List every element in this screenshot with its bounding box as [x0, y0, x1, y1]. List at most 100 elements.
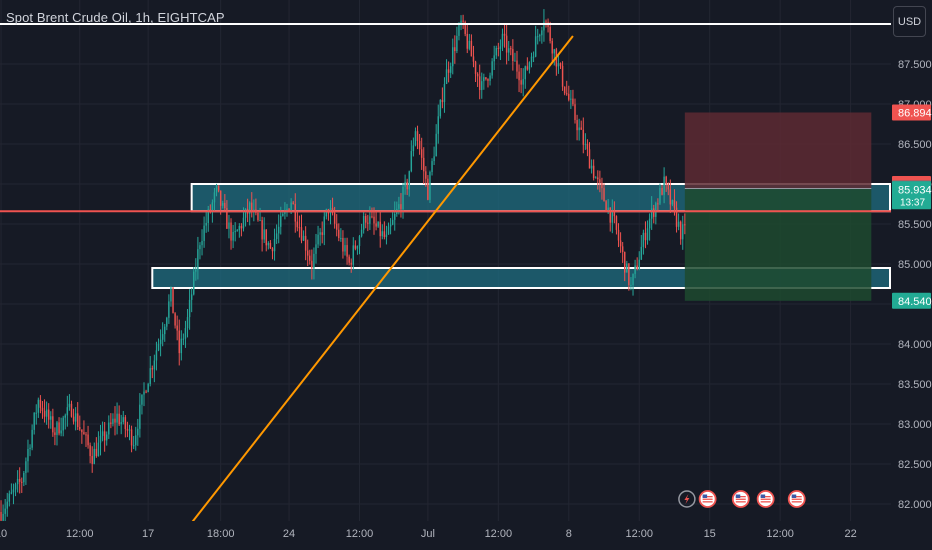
last-price-label: 85.934	[898, 184, 932, 196]
candle-body	[199, 245, 201, 250]
candle-body	[592, 165, 595, 179]
candle-body	[557, 63, 560, 67]
candle-body	[157, 343, 160, 351]
candle-body	[39, 399, 42, 408]
candle-body	[483, 77, 485, 82]
candle-body	[70, 403, 73, 417]
candle-body	[638, 259, 640, 270]
us-flag-icon[interactable]	[787, 490, 806, 508]
time-tick-label: 12:00	[66, 528, 94, 540]
candle-body	[319, 232, 321, 235]
candle-body	[114, 418, 116, 423]
target-label: 84.540	[898, 296, 932, 308]
stop-label: 86.894	[898, 107, 932, 119]
candle-body	[79, 427, 81, 430]
candle-body	[659, 188, 661, 204]
candle-body	[16, 478, 19, 485]
flag-stripe	[702, 501, 713, 503]
candle-body	[385, 234, 388, 237]
candle-body	[95, 448, 98, 457]
candle-body	[105, 434, 108, 441]
candle-body	[52, 416, 54, 433]
candle-body	[147, 383, 149, 393]
candle-body	[141, 394, 143, 405]
candle-body	[549, 26, 551, 41]
candle-body	[101, 431, 104, 436]
candle-body	[675, 207, 678, 227]
candle-body	[145, 391, 147, 393]
candle-body	[499, 46, 502, 49]
candle-body	[217, 185, 220, 191]
candle-body	[236, 230, 238, 232]
candle-body	[56, 422, 58, 435]
candle-body	[166, 317, 168, 327]
candle-body	[33, 412, 35, 430]
candle-body	[242, 217, 245, 229]
time-tick-label: 22	[844, 528, 856, 540]
candle-body	[137, 428, 139, 436]
candle-body	[667, 184, 669, 190]
candle-body	[47, 409, 50, 420]
candle-body	[603, 188, 605, 202]
currency-button[interactable]: USD	[893, 6, 926, 37]
candle-body	[203, 225, 205, 241]
candle-body	[634, 265, 636, 274]
candle-body	[110, 422, 112, 424]
flag-stripe	[735, 496, 746, 498]
candle-body	[207, 209, 209, 224]
candle-body	[383, 231, 386, 237]
trendline	[186, 35, 574, 529]
candle-body	[180, 338, 183, 354]
short-position-tool[interactable]	[684, 112, 872, 301]
stop-loss-area	[684, 112, 872, 189]
candle-body	[507, 48, 510, 53]
price-axis[interactable]	[891, 0, 932, 550]
time-tick-label: 15	[704, 528, 716, 540]
us-flag-icon[interactable]	[756, 490, 775, 508]
candle-body	[377, 221, 379, 227]
drawings-layer[interactable]	[0, 23, 891, 529]
candle-body	[18, 478, 21, 482]
flag-stripe	[735, 498, 746, 500]
candle-body	[244, 208, 247, 218]
lightning-icon[interactable]	[678, 490, 696, 508]
candle-body	[45, 409, 48, 417]
candle-body	[528, 62, 531, 70]
candle-body	[613, 210, 616, 217]
candle-body	[526, 66, 529, 70]
candle-body	[398, 204, 400, 209]
candle-body	[584, 143, 587, 145]
candle-body	[543, 21, 545, 31]
candle-body	[267, 242, 270, 246]
flag-canton	[760, 494, 766, 498]
candle-body	[545, 21, 547, 23]
candle-body	[464, 21, 466, 34]
candle-body	[559, 63, 562, 66]
candle-body	[572, 98, 574, 105]
events-layer[interactable]	[678, 490, 806, 508]
candle-body	[481, 81, 483, 91]
candle-body	[184, 328, 187, 339]
candle-body	[14, 484, 17, 490]
candle-body	[431, 161, 433, 173]
candle-body	[62, 417, 64, 431]
price-tick-label: 87.500	[898, 59, 932, 71]
candle-body	[315, 244, 317, 254]
candle-body	[418, 140, 421, 150]
us-flag-icon[interactable]	[731, 490, 750, 508]
candle-body	[671, 200, 674, 205]
candle-body	[93, 448, 96, 464]
candle-body	[275, 233, 278, 239]
flag-stripe	[760, 498, 771, 500]
candle-body	[574, 104, 576, 121]
candle-body	[205, 223, 207, 226]
candle-body	[617, 229, 620, 241]
candle-body	[240, 226, 243, 229]
time-axis[interactable]	[0, 521, 891, 550]
candle-body	[21, 481, 23, 483]
candle-body	[219, 190, 222, 206]
candle-body	[143, 391, 145, 395]
candle-body	[23, 472, 25, 483]
us-flag-icon[interactable]	[698, 490, 717, 508]
